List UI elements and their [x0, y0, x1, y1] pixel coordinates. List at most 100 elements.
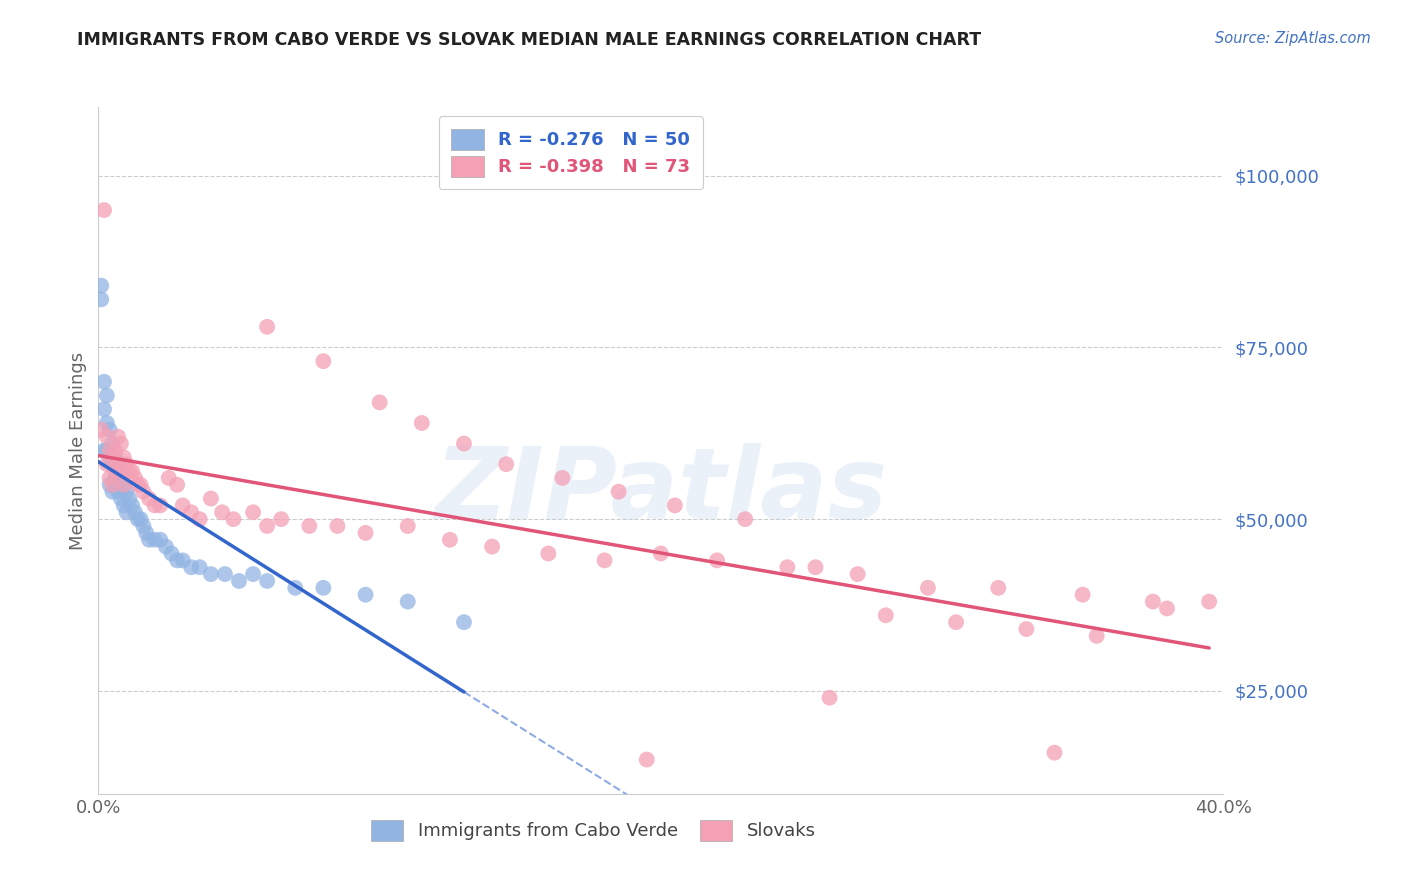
Point — [104, 464, 127, 478]
Point — [110, 491, 132, 506]
Point — [411, 416, 433, 430]
Point — [112, 499, 135, 513]
Point — [706, 553, 728, 567]
Point — [157, 471, 180, 485]
Point — [118, 491, 141, 506]
Point — [93, 203, 115, 218]
Point — [453, 615, 475, 630]
Point — [155, 540, 177, 554]
Point — [98, 423, 121, 437]
Point — [1043, 746, 1066, 760]
Point — [132, 484, 155, 499]
Point — [166, 553, 188, 567]
Point — [90, 278, 112, 293]
Point — [101, 457, 124, 471]
Point — [96, 443, 118, 458]
Point — [172, 499, 194, 513]
Point — [107, 430, 129, 444]
Point — [101, 436, 124, 450]
Point — [481, 540, 503, 554]
Point — [112, 478, 135, 492]
Point — [96, 457, 118, 471]
Point — [945, 615, 967, 630]
Point — [354, 525, 377, 540]
Point — [127, 478, 149, 492]
Point — [101, 450, 124, 465]
Point — [1198, 594, 1220, 608]
Point — [110, 464, 132, 478]
Point — [104, 450, 127, 465]
Point — [129, 478, 152, 492]
Point — [90, 423, 112, 437]
Point — [256, 574, 278, 588]
Point — [664, 499, 686, 513]
Point — [1085, 629, 1108, 643]
Point — [98, 450, 121, 465]
Point — [284, 581, 307, 595]
Point — [256, 319, 278, 334]
Point — [495, 457, 517, 471]
Point — [101, 478, 124, 492]
Point — [312, 581, 335, 595]
Point — [129, 512, 152, 526]
Point — [135, 525, 157, 540]
Point — [439, 533, 461, 547]
Point — [124, 505, 146, 519]
Point — [636, 753, 658, 767]
Point — [115, 505, 138, 519]
Point — [214, 567, 236, 582]
Point — [804, 560, 827, 574]
Point — [188, 512, 211, 526]
Point — [110, 436, 132, 450]
Point — [256, 519, 278, 533]
Point — [96, 430, 118, 444]
Point — [101, 484, 124, 499]
Point — [107, 457, 129, 471]
Point — [138, 491, 160, 506]
Point — [172, 553, 194, 567]
Point — [98, 478, 121, 492]
Point — [104, 471, 127, 485]
Point — [112, 478, 135, 492]
Point — [127, 512, 149, 526]
Point — [270, 512, 292, 526]
Point — [149, 499, 172, 513]
Point — [200, 491, 222, 506]
Point — [90, 293, 112, 307]
Point — [132, 519, 155, 533]
Point — [242, 567, 264, 582]
Point — [110, 471, 132, 485]
Point — [107, 484, 129, 499]
Point — [96, 388, 118, 402]
Point — [1156, 601, 1178, 615]
Point — [93, 443, 115, 458]
Point — [312, 354, 335, 368]
Y-axis label: Median Male Earnings: Median Male Earnings — [69, 351, 87, 549]
Point — [607, 484, 630, 499]
Point — [107, 464, 129, 478]
Point — [453, 436, 475, 450]
Point — [118, 464, 141, 478]
Point — [149, 533, 172, 547]
Point — [298, 519, 321, 533]
Point — [846, 567, 869, 582]
Point — [166, 478, 188, 492]
Legend: Immigrants from Cabo Verde, Slovaks: Immigrants from Cabo Verde, Slovaks — [359, 807, 828, 854]
Point — [368, 395, 391, 409]
Point — [776, 560, 799, 574]
Point — [818, 690, 841, 705]
Point — [160, 546, 183, 561]
Point — [96, 416, 118, 430]
Point — [180, 560, 202, 574]
Point — [115, 484, 138, 499]
Point — [200, 567, 222, 582]
Point — [1071, 588, 1094, 602]
Point — [537, 546, 560, 561]
Point — [143, 499, 166, 513]
Point — [396, 594, 419, 608]
Point — [242, 505, 264, 519]
Point — [143, 533, 166, 547]
Text: Source: ZipAtlas.com: Source: ZipAtlas.com — [1215, 31, 1371, 46]
Point — [228, 574, 250, 588]
Point — [875, 608, 897, 623]
